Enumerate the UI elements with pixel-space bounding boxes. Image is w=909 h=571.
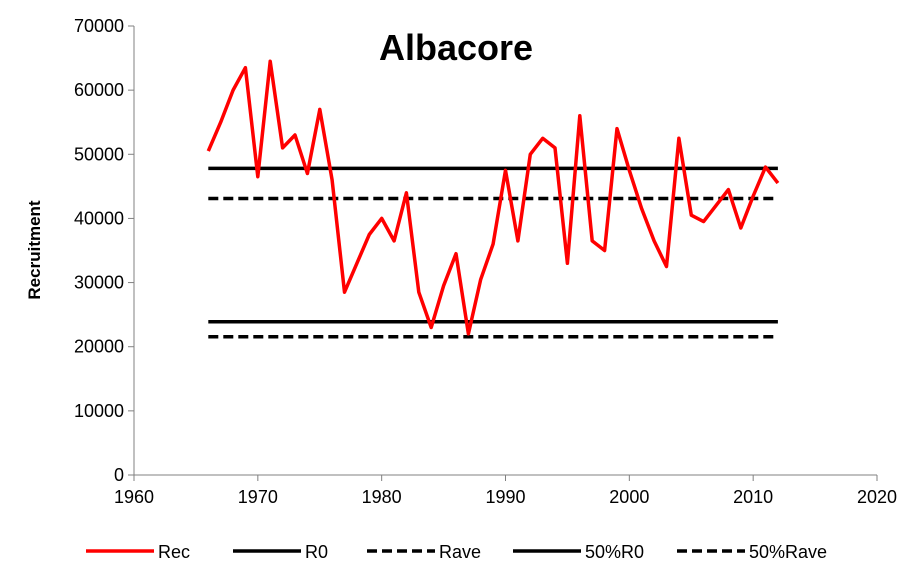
legend-label: Rec (158, 542, 190, 562)
chart-title: Albacore (379, 27, 533, 68)
legend: Rec R0 Rave 50%R0 50%Rave (86, 542, 827, 562)
y-tick-label: 50000 (74, 144, 124, 164)
legend-label: Rave (439, 542, 481, 562)
x-tick-label: 2010 (733, 487, 773, 507)
x-tick-label: 2000 (609, 487, 649, 507)
x-tick-label: 1990 (485, 487, 525, 507)
y-tick-label: 0 (114, 465, 124, 485)
x-tick-label: 1970 (238, 487, 278, 507)
y-tick-label: 20000 (74, 337, 124, 357)
y-tick-label: 70000 (74, 16, 124, 36)
y-axis-title: Recruitment (25, 200, 44, 300)
y-tick-label: 10000 (74, 401, 124, 421)
y-tick-label: 40000 (74, 208, 124, 228)
y-tick-label: 30000 (74, 273, 124, 293)
axis-ticks: 0 10000 20000 30000 40000 50000 60000 70000 1960… (74, 16, 897, 507)
x-tick-label: 1980 (362, 487, 402, 507)
legend-label: 50%R0 (585, 542, 644, 562)
series-layer (206, 59, 780, 339)
series-line-rec (206, 59, 780, 336)
legend-label: R0 (305, 542, 328, 562)
x-tick-label: 1960 (114, 487, 154, 507)
x-tick-label: 2020 (857, 487, 897, 507)
y-tick-label: 60000 (74, 80, 124, 100)
legend-label: 50%Rave (749, 542, 827, 562)
